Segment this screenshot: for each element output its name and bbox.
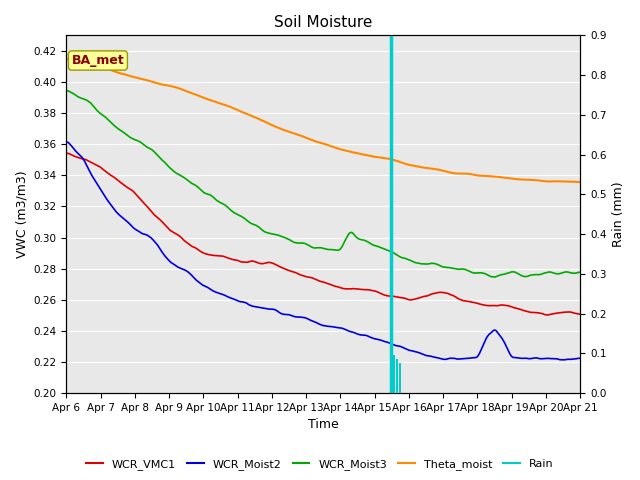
- Title: Soil Moisture: Soil Moisture: [274, 15, 372, 30]
- Legend: WCR_VMC1, WCR_Moist2, WCR_Moist3, Theta_moist, Rain: WCR_VMC1, WCR_Moist2, WCR_Moist3, Theta_…: [82, 455, 558, 474]
- Y-axis label: VWC (m3/m3): VWC (m3/m3): [15, 170, 28, 258]
- Bar: [393, 355, 395, 393]
- Bar: [396, 360, 398, 393]
- X-axis label: Time: Time: [308, 419, 339, 432]
- Text: BA_met: BA_met: [72, 54, 124, 67]
- Bar: [399, 363, 401, 393]
- Y-axis label: Rain (mm): Rain (mm): [612, 181, 625, 247]
